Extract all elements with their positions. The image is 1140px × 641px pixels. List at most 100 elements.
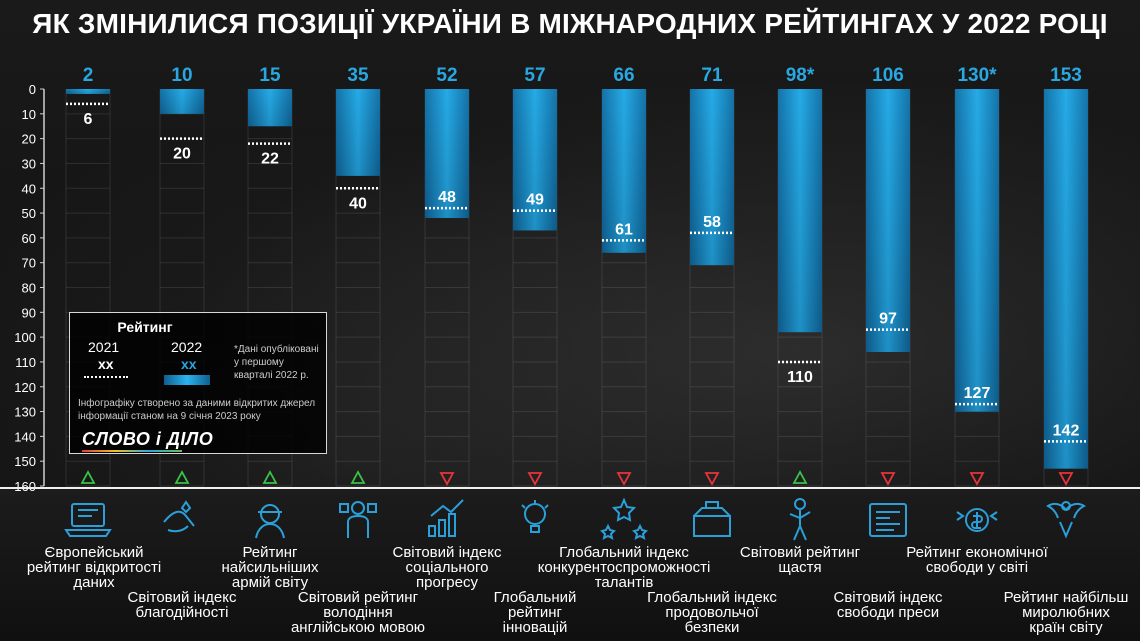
y-tick-label: 120	[14, 380, 36, 395]
category-label: Світовий рейтинг щастя	[740, 545, 860, 575]
category-label-line: даних	[73, 574, 115, 591]
legend-title: Рейтинг	[117, 319, 173, 335]
legend-sample-2021: xx	[98, 356, 114, 372]
y-tick-label: 0	[29, 82, 36, 97]
category-label: Рейтинг найсильніших армій світу	[222, 545, 319, 590]
talent-stars-icon	[596, 492, 652, 548]
category-label-line: Світовий індекс	[127, 589, 237, 606]
bar-2022-shade	[425, 89, 469, 219]
bar-2022-shade	[1044, 89, 1088, 469]
laptop-data-icon	[60, 492, 116, 548]
bar-2022-shade	[778, 89, 822, 333]
value-2021-label: 48	[438, 189, 456, 206]
value-2022-label: 52	[436, 65, 457, 86]
value-2022-label: 10	[171, 65, 192, 86]
trend-up-icon	[80, 470, 96, 484]
slovo-i-dilo-logo: СЛОВО і ДІЛО	[82, 429, 214, 449]
category-label-line: рейтинг	[507, 604, 563, 621]
bar-2022-shade	[66, 89, 110, 94]
trend-up-icon	[792, 470, 808, 484]
value-2021-label: 142	[1053, 422, 1080, 439]
bar-2022-shade	[602, 89, 646, 253]
category-label: Світовий індекс благодійності	[127, 590, 236, 620]
category-label: Світовий індекс соціального прогресу	[392, 545, 501, 590]
category-label-line: Глобальний індекс	[647, 589, 777, 606]
charity-hands-icon	[154, 492, 210, 548]
category-label: Світовий рейтинг володіння англійською мов…	[291, 590, 425, 635]
y-tick-label: 110	[15, 355, 36, 370]
category-label-line: прогресу	[416, 574, 478, 591]
category-label-line: свободи преси	[836, 604, 940, 621]
category-label-line: безпеки	[684, 619, 740, 636]
value-2021-label: 6	[84, 111, 93, 128]
english-speaker-icon	[330, 492, 386, 548]
bar-2022-shade	[866, 89, 910, 353]
category-label: Глобальний індекс конкурентоспроможності т…	[538, 545, 711, 590]
labels-band	[0, 488, 1140, 641]
y-tick-label: 10	[22, 107, 36, 122]
value-2021-label: 127	[964, 385, 991, 402]
category-label-line: Світовий індекс	[833, 589, 943, 606]
category-label-line: талантів	[594, 574, 654, 591]
value-2022-label: 35	[347, 65, 369, 86]
category-label: Глобальний рейтинг інновацій	[494, 590, 577, 635]
category-label: Глобальний індекс продовольчої безпеки	[647, 590, 777, 635]
page-title: ЯК ЗМІНИЛИСЯ ПОЗИЦІЇ УКРАЇНИ В МІЖНАРОДН…	[32, 8, 1108, 39]
category-label-line: англійською мовою	[290, 619, 426, 636]
bar-2022-shade	[336, 89, 380, 176]
y-tick-label: 30	[22, 156, 36, 171]
category-label-line: Світовий індекс	[392, 544, 502, 561]
value-2022-label: 106	[872, 65, 904, 86]
category-label-line: Рейтинг	[242, 544, 298, 561]
category-label: Європейський рейтинг відкритості даних	[27, 545, 161, 590]
value-2021-label: 40	[349, 195, 367, 212]
newspaper-icon	[860, 492, 916, 548]
value-2021-label: 97	[879, 311, 897, 328]
category-label-line: Глобальний	[493, 589, 577, 606]
legend-source: Інфографіку створено за даними відкритих…	[78, 398, 316, 422]
y-tick-label: 80	[22, 281, 36, 296]
value-2021-label: 20	[173, 146, 191, 163]
category-label-line: благодійності	[135, 604, 229, 621]
trend-down-icon	[527, 472, 543, 486]
category-label-line: Рейтинг економічної	[906, 544, 1048, 561]
trend-down-icon	[880, 472, 896, 486]
category-label: Рейтинг найбільш миролюбних країн світу	[1004, 590, 1129, 635]
trend-down-icon	[704, 472, 720, 486]
legend-year-2022: 2022	[171, 339, 203, 355]
trend-down-icon	[439, 472, 455, 486]
money-growth-icon	[419, 492, 475, 548]
category-label-line: Глобальний індекс	[559, 544, 689, 561]
legend-year-2021: 2021	[88, 339, 120, 355]
trend-up-icon	[174, 470, 190, 484]
trend-down-icon	[616, 472, 632, 486]
economic-freedom-icon	[949, 492, 1005, 548]
category-label-line: конкурентоспроможності	[537, 559, 711, 576]
bar-2022-shade	[513, 89, 557, 231]
category-label-line: миролюбних	[1022, 604, 1110, 621]
category-label-line: армій світу	[231, 574, 309, 591]
legend-2021-marker	[84, 376, 128, 378]
value-2021-label: 61	[615, 221, 633, 238]
category-label-line: Європейський	[44, 544, 144, 561]
logo-stripe	[82, 450, 182, 452]
innovation-bulb-icon	[507, 492, 563, 548]
category-label-line: продовольчої	[665, 604, 759, 621]
y-tick-label: 130	[14, 405, 36, 420]
value-2021-label: 110	[787, 369, 813, 386]
value-2022-label: 98*	[786, 65, 815, 86]
category-label-line: Світовий рейтинг	[739, 544, 861, 561]
trend-up-icon	[262, 470, 278, 484]
bar-2022-shade	[248, 89, 292, 127]
category-label-line: інновацій	[502, 619, 568, 636]
y-tick-label: 160	[14, 479, 36, 494]
value-2022-label: 66	[613, 65, 634, 86]
y-tick-label: 20	[22, 132, 36, 147]
value-2021-label: 22	[261, 151, 279, 168]
bar-2022-shade	[690, 89, 734, 266]
bars	[66, 89, 1088, 469]
y-tick-label: 60	[22, 231, 36, 246]
category-label-line: володіння	[323, 604, 393, 621]
legend-box: Рейтинг 2021 2022 xx xx *Дані опублікова…	[69, 312, 327, 454]
